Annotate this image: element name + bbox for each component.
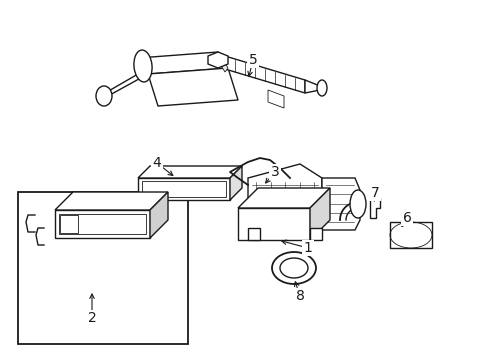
Text: 2: 2 [87,311,96,325]
Ellipse shape [280,258,307,278]
Polygon shape [100,74,148,96]
Bar [60,215,78,233]
Polygon shape [148,68,238,106]
Polygon shape [215,52,227,72]
Polygon shape [207,52,227,68]
Polygon shape [138,52,227,74]
Polygon shape [229,166,242,200]
Text: 3: 3 [270,165,279,179]
Polygon shape [309,228,321,240]
Polygon shape [150,192,168,238]
Polygon shape [238,188,329,208]
Polygon shape [267,90,284,108]
Ellipse shape [349,190,365,218]
Text: 7: 7 [370,186,379,200]
Polygon shape [224,56,305,93]
Polygon shape [247,228,260,240]
Bar [55,210,150,238]
Text: 1: 1 [303,241,312,255]
Bar [142,181,225,197]
Text: 6: 6 [402,211,410,225]
Ellipse shape [134,50,152,82]
Polygon shape [389,222,431,248]
Text: 5: 5 [248,53,257,67]
Bar [238,208,309,240]
Bar [138,178,229,200]
Text: 4: 4 [152,156,161,170]
Polygon shape [305,80,319,93]
Bar [18,192,187,344]
Polygon shape [247,164,321,230]
Polygon shape [138,166,242,178]
Ellipse shape [271,252,315,284]
Text: 8: 8 [295,289,304,303]
Ellipse shape [316,80,326,96]
Bar [59,214,146,234]
Ellipse shape [96,86,112,106]
Polygon shape [369,198,379,218]
Polygon shape [309,188,329,240]
Polygon shape [55,192,168,210]
Polygon shape [321,178,359,230]
